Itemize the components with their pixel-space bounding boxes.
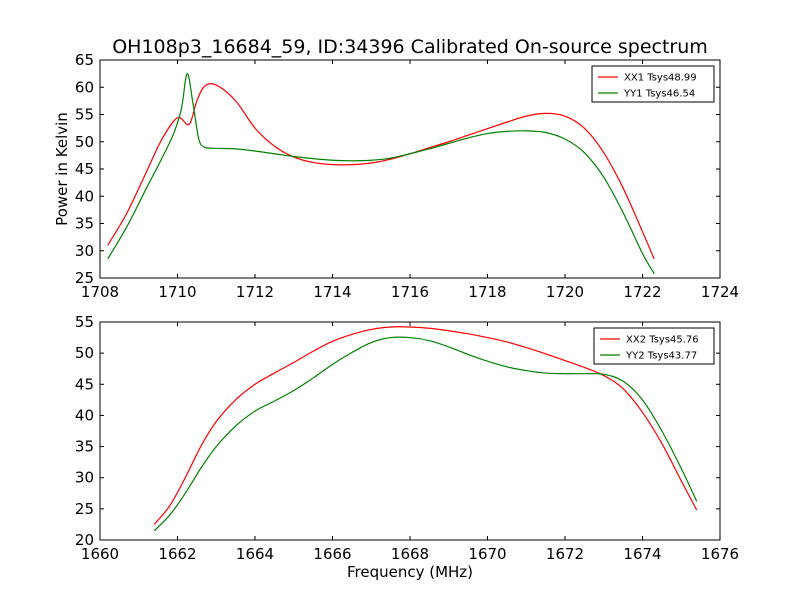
bottom-y-tick-label: 35 xyxy=(75,438,94,456)
bottom-x-tick-label: 1670 xyxy=(468,545,506,563)
top-y-tick-label: 45 xyxy=(75,160,94,178)
top-legend-label-2: YY1 Tsys46.54 xyxy=(623,89,695,100)
bottom-y-tick-label: 50 xyxy=(75,344,94,362)
top-legend-label-1: XX1 Tsys48.99 xyxy=(624,73,697,84)
top-x-tick-label: 1710 xyxy=(158,283,196,301)
top-y-tick-label: 60 xyxy=(75,78,94,96)
top-legend-box xyxy=(591,65,715,103)
bottom-x-tick-label: 1666 xyxy=(313,545,351,563)
bottom-y-tick-label: 45 xyxy=(75,375,94,393)
bottom-x-tick-label: 1660 xyxy=(81,545,119,563)
bottom-y-tick-label: 25 xyxy=(75,500,94,518)
bottom-y-tick-label: 55 xyxy=(75,313,94,331)
bottom-x-tick-label: 1674 xyxy=(623,545,661,563)
bottom-series-2-line xyxy=(153,336,698,532)
bottom-series-1-line xyxy=(153,326,698,525)
bottom-legend-label-1: XX2 Tsys45.76 xyxy=(626,335,699,346)
bottom-y-tick-label: 20 xyxy=(75,531,94,549)
top-x-tick-label: 1724 xyxy=(701,283,739,301)
top-y-tick-label: 40 xyxy=(75,187,94,205)
bottom-y-tick-label: 40 xyxy=(75,406,94,424)
top-x-tick-label: 1712 xyxy=(236,283,274,301)
top-y-tick-label: 30 xyxy=(75,242,94,260)
top-y-tick-label: 50 xyxy=(75,133,94,151)
bottom-legend-box xyxy=(593,327,715,365)
top-y-tick-label: 35 xyxy=(75,215,94,233)
top-y-tick-label: 65 xyxy=(75,51,94,69)
top-y-axis-title: Power in Kelvin xyxy=(53,112,71,226)
bottom-y-tick-label: 30 xyxy=(75,469,94,487)
top-x-tick-label: 1714 xyxy=(313,283,351,301)
bottom-x-tick-label: 1662 xyxy=(158,545,196,563)
bottom-x-tick-label: 1664 xyxy=(236,545,274,563)
bottom-legend: XX2 Tsys45.76 YY2 Tsys43.77 xyxy=(593,327,715,365)
top-y-tick-label: 25 xyxy=(75,269,94,287)
figure-title: OH108p3_16684_59, ID:34396 Calibrated On… xyxy=(112,36,708,58)
top-x-tick-label: 1720 xyxy=(546,283,584,301)
bottom-panel: 1660 1662 1664 1666 1668 1670 1672 1674 1676 20 25… xyxy=(75,313,739,581)
bottom-legend-label-2: YY2 Tsys43.77 xyxy=(625,351,697,362)
bottom-x-axis-title: Frequency (MHz) xyxy=(347,563,473,581)
top-y-tick-label: 55 xyxy=(75,106,94,124)
top-x-tick-label: 1708 xyxy=(81,283,119,301)
top-legend: XX1 Tsys48.99 YY1 Tsys46.54 xyxy=(591,65,715,103)
top-x-tick-label: 1722 xyxy=(623,283,661,301)
top-series-2-line xyxy=(107,73,655,274)
bottom-x-tick-label: 1668 xyxy=(391,545,429,563)
top-x-tick-label: 1716 xyxy=(391,283,429,301)
top-panel: 1708 1710 1712 1714 1716 1718 1720 1722 1724 25 30… xyxy=(53,51,739,301)
bottom-x-tick-label: 1672 xyxy=(546,545,584,563)
top-x-tick-label: 1718 xyxy=(468,283,506,301)
top-series-1-line xyxy=(107,83,655,260)
bottom-x-tick-label: 1676 xyxy=(701,545,739,563)
